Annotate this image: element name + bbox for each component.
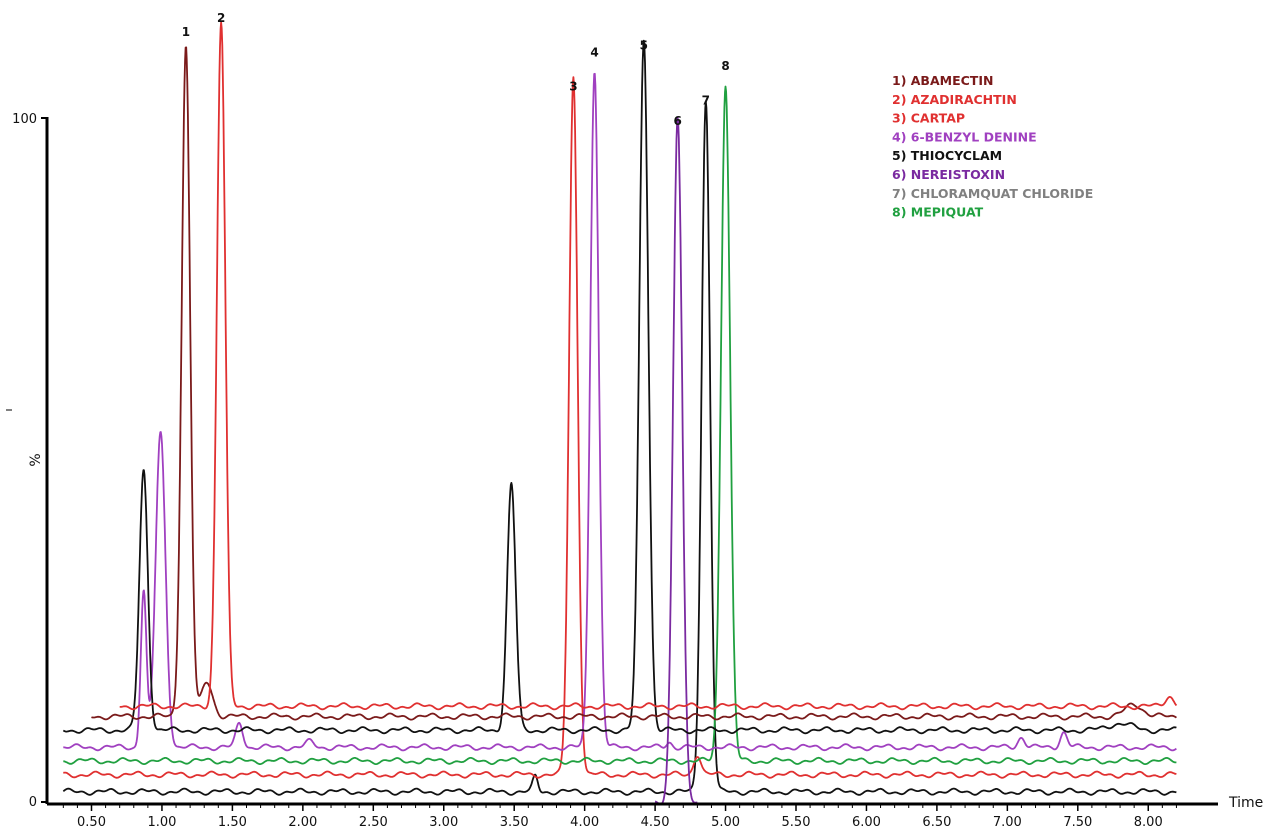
legend-entry-8: 8) MEPIQUAT <box>892 205 984 220</box>
chromatogram-traces <box>62 21 1178 806</box>
x-tick-label-10: 5.50 <box>782 815 811 830</box>
peak-label-4: 4 <box>590 45 598 59</box>
peak-label-1: 1 <box>182 25 190 39</box>
peak-label-6: 6 <box>673 114 681 128</box>
trace-3 <box>63 72 1177 752</box>
peak-label-3: 3 <box>569 80 577 94</box>
peak-label-8: 8 <box>721 59 729 73</box>
x-tick-label-1: 1.00 <box>147 815 176 830</box>
x-tick-label-14: 7.50 <box>1063 815 1092 830</box>
x-tick-label-9: 5.00 <box>711 815 740 830</box>
x-tick-label-15: 8.00 <box>1134 815 1163 830</box>
legend-entry-3: 3) CARTAP <box>892 111 965 126</box>
y-tick-label-100: 100 <box>12 112 37 127</box>
peak-label-7: 7 <box>702 93 710 107</box>
trace-2 <box>63 85 1177 765</box>
peak-labels: 1 2 3 4 5 6 7 8 <box>182 11 730 128</box>
trace-0 <box>62 100 1177 796</box>
trace-1 <box>63 76 1177 779</box>
trace-5 <box>62 39 1177 735</box>
peak-label-2: 2 <box>217 11 225 25</box>
x-tick-label-11: 6.00 <box>852 815 881 830</box>
x-tick-label-6: 3.50 <box>500 815 529 830</box>
x-ticks: 0.50 1.00 1.50 2.00 2.50 3.00 3.50 4.00 4.50 5.00… <box>62 804 1177 830</box>
x-tick-label-3: 2.00 <box>288 815 317 830</box>
legend: 1) ABAMECTIN 2) AZADIRACHTIN 3) CARTAP 4) 6… <box>892 73 1093 220</box>
peak-label-5: 5 <box>640 39 648 53</box>
y-axis-label: % <box>28 453 44 466</box>
x-tick-label-5: 3.00 <box>429 815 458 830</box>
legend-entry-4: 4) 6-BENZYL DENINE <box>892 129 1037 144</box>
x-tick-label-4: 2.50 <box>359 815 388 830</box>
trace-6 <box>91 46 1177 721</box>
x-tick-label-13: 7.00 <box>993 815 1022 830</box>
trace-7 <box>119 21 1178 711</box>
legend-entry-1: 1) ABAMECTIN <box>892 73 993 88</box>
axes: 100 0 % Time 0.50 1.00 1.50 2.00 2.50 3.00 3.5… <box>6 112 1263 830</box>
y-tick-label-0: 0 <box>29 795 37 810</box>
x-axis-label: Time <box>1228 795 1263 811</box>
legend-entry-2: 2) AZADIRACHTIN <box>892 92 1017 107</box>
trace-4 <box>654 116 698 806</box>
x-tick-label-2: 1.50 <box>218 815 247 830</box>
legend-entry-7: 7) CHLORAMQUAT CHLORIDE <box>892 186 1093 201</box>
x-tick-label-7: 4.00 <box>570 815 599 830</box>
x-tick-label-8: 4.50 <box>641 815 670 830</box>
x-tick-label-0: 0.50 <box>77 815 106 830</box>
legend-entry-5: 5) THIOCYCLAM <box>892 148 1002 163</box>
legend-entry-6: 6) NEREISTOXIN <box>892 167 1005 182</box>
x-tick-label-12: 6.50 <box>922 815 951 830</box>
